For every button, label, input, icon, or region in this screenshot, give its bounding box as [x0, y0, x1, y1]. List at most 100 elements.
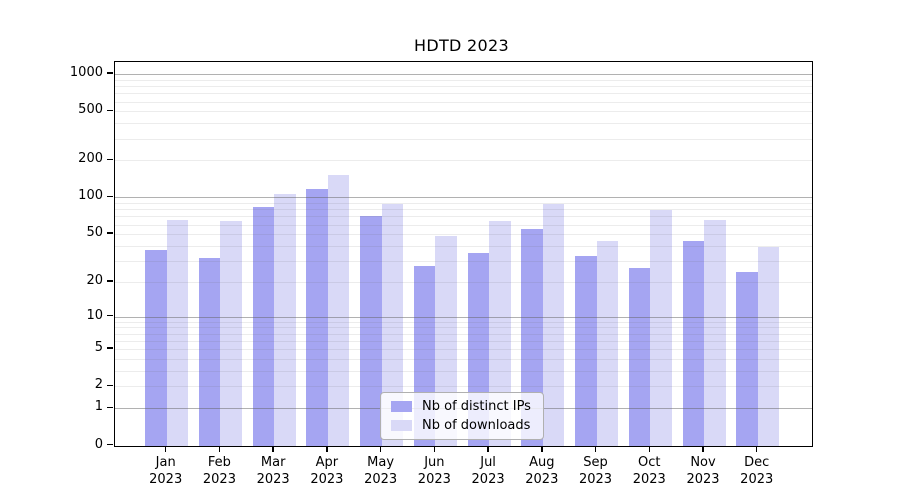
x-tick-label: Jun 2023: [402, 454, 466, 488]
y-tick-mark: [107, 406, 113, 408]
bar-ips-sep: [575, 255, 597, 446]
x-tick-year: 2023: [256, 471, 290, 487]
y-tick-mark: [107, 232, 113, 234]
bar-downloads-apr: [327, 175, 350, 446]
bar-ips-nov: [682, 240, 704, 446]
bar-downloads-feb: [220, 221, 242, 446]
x-tick-month: Jan: [155, 454, 176, 470]
y-tick-label: 20: [86, 272, 103, 288]
x-tick-year: 2023: [364, 471, 398, 487]
x-tick-year: 2023: [471, 471, 505, 487]
y-tick-label: 50: [86, 225, 103, 241]
x-tick-month: Sep: [583, 454, 608, 470]
legend-item: Nb of distinct IPs: [391, 399, 531, 414]
x-tick-mark: [326, 446, 328, 452]
y-tick-mark: [107, 384, 113, 387]
y-tick-label: 0: [94, 436, 103, 452]
x-tick-mark: [648, 446, 650, 452]
x-tick-mark: [272, 446, 274, 452]
plot-area: [113, 60, 813, 447]
x-tick-label: Mar 2023: [241, 454, 305, 488]
x-tick-year: 2023: [686, 471, 720, 487]
bar-downloads-aug: [542, 204, 565, 446]
y-tick-label: 1000: [69, 65, 103, 81]
x-tick-month: Apr: [315, 454, 339, 470]
x-tick-mark: [756, 446, 758, 452]
bar-downloads-oct: [650, 209, 672, 446]
x-tick-year: 2023: [525, 471, 559, 487]
x-tick-label: Sep 2023: [564, 454, 628, 488]
bar-ips-apr: [306, 189, 328, 446]
bar-downloads-sep: [596, 240, 619, 446]
y-tick-label: 10: [86, 307, 103, 323]
legend-label: Nb of downloads: [422, 418, 531, 433]
x-tick-month: Jul: [480, 454, 496, 470]
legend-swatch: [391, 420, 412, 431]
x-tick-label: Apr 2023: [295, 454, 359, 488]
x-tick-label: Oct 2023: [617, 454, 681, 488]
x-tick-label: Jan 2023: [134, 454, 198, 488]
y-tick-label: 5: [94, 340, 103, 356]
x-tick-year: 2023: [578, 471, 613, 487]
bar-ips-oct: [628, 268, 651, 446]
bar-downloads-mar: [274, 193, 296, 446]
y-tick-mark: [107, 109, 113, 112]
x-tick-year: 2023: [632, 471, 666, 487]
y-tick-label: 1: [94, 399, 103, 415]
x-tick-mark: [487, 446, 489, 452]
x-tick-label: Nov 2023: [671, 454, 735, 488]
x-tick-mark: [218, 446, 221, 452]
x-tick-mark: [433, 446, 436, 452]
x-tick-year: 2023: [740, 471, 774, 487]
x-tick-mark: [594, 446, 597, 452]
bar-ips-dec: [736, 272, 758, 446]
x-tick-year: 2023: [149, 471, 183, 487]
x-tick-month: Jun: [424, 454, 445, 470]
y-tick-mark: [107, 72, 113, 74]
x-tick-mark: [702, 446, 704, 452]
x-tick-month: May: [367, 454, 395, 470]
bar-ips-jan: [145, 249, 167, 446]
x-tick-month: Feb: [207, 454, 231, 470]
x-tick-mark: [541, 446, 543, 452]
x-tick-month: Dec: [744, 454, 770, 470]
x-tick-year: 2023: [310, 471, 344, 487]
bars-layer: [115, 62, 812, 446]
x-tick-label: Jul 2023: [456, 454, 520, 488]
x-tick-year: 2023: [202, 471, 236, 487]
x-tick-label: May 2023: [349, 454, 413, 488]
y-tick-mark: [107, 347, 113, 349]
bar-downloads-jul: [489, 221, 511, 446]
y-tick-mark: [107, 314, 113, 317]
x-tick-month: Aug: [529, 454, 555, 470]
x-tick-month: Mar: [260, 454, 286, 470]
legend-item: Nb of downloads: [391, 418, 531, 433]
x-tick-month: Nov: [690, 454, 716, 470]
legend-swatch: [391, 401, 412, 412]
x-tick-mark: [379, 446, 382, 452]
x-tick-month: Oct: [638, 454, 661, 470]
bar-downloads-may: [381, 204, 404, 446]
bar-downloads-nov: [704, 220, 726, 446]
y-tick-label: 100: [78, 188, 103, 204]
y-tick-mark: [107, 443, 113, 446]
y-tick-label: 2: [94, 377, 103, 393]
bar-ips-mar: [252, 206, 275, 446]
bar-downloads-jan: [166, 220, 189, 446]
y-tick-mark: [107, 158, 113, 161]
bar-downloads-dec: [757, 247, 780, 446]
legend: Nb of distinct IPs Nb of downloads: [380, 392, 544, 440]
y-tick-mark: [107, 280, 113, 282]
bar-ips-aug: [521, 229, 543, 446]
x-tick-label: Aug 2023: [510, 454, 574, 488]
x-tick-mark: [165, 446, 167, 452]
y-tick-label: 500: [78, 102, 103, 118]
x-tick-label: Feb 2023: [187, 454, 251, 488]
legend-label: Nb of distinct IPs: [422, 399, 531, 414]
x-tick-year: 2023: [417, 471, 451, 487]
x-tick-label: Dec 2023: [725, 454, 789, 488]
y-tick-mark: [107, 195, 113, 198]
chart-title: HDTD 2023: [414, 36, 509, 55]
bar-ips-feb: [198, 257, 221, 446]
